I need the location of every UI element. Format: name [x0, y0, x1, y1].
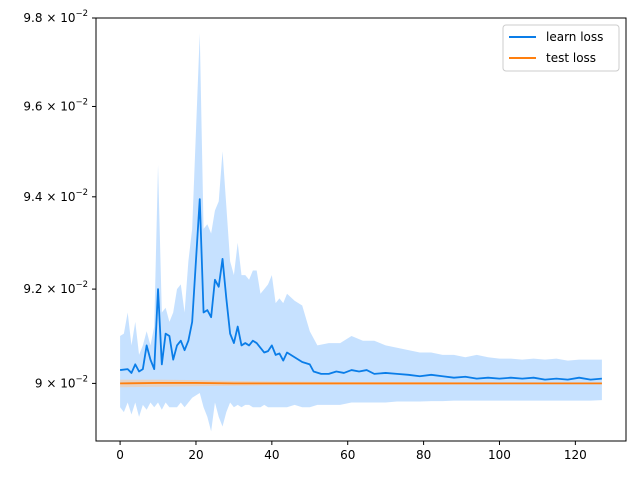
learn-loss-line	[119, 198, 602, 381]
y-tick-label: 9.6 × 10−2	[23, 97, 88, 113]
x-tick-label: 20	[188, 448, 203, 462]
plot-frame	[95, 17, 627, 442]
y-tick-label: 9.8 × 10−2	[23, 9, 88, 25]
learn-loss-band	[120, 33, 602, 432]
legend-label-test-loss: test loss	[546, 51, 596, 65]
x-tick-label: 100	[488, 448, 511, 462]
x-tick-label: 80	[416, 448, 431, 462]
x-axis: 0 20 40 60 80 100 120	[116, 441, 587, 462]
y-tick-label: 9.2 × 10−2	[23, 280, 88, 296]
legend: learn loss test loss	[502, 24, 620, 72]
y-axis: 9 × 10−2 9.2 × 10−2 9.4 × 10−2 9.6 × 10−2 9.…	[23, 9, 96, 390]
series-lines	[119, 198, 602, 385]
x-tick-label: 120	[564, 448, 587, 462]
x-tick-label: 0	[116, 448, 124, 462]
x-tick-label: 60	[340, 448, 355, 462]
legend-label-learn-loss: learn loss	[546, 30, 603, 44]
x-tick-label: 40	[264, 448, 279, 462]
y-tick-label: 9 × 10−2	[35, 374, 88, 390]
y-tick-label: 9.4 × 10−2	[23, 188, 88, 204]
